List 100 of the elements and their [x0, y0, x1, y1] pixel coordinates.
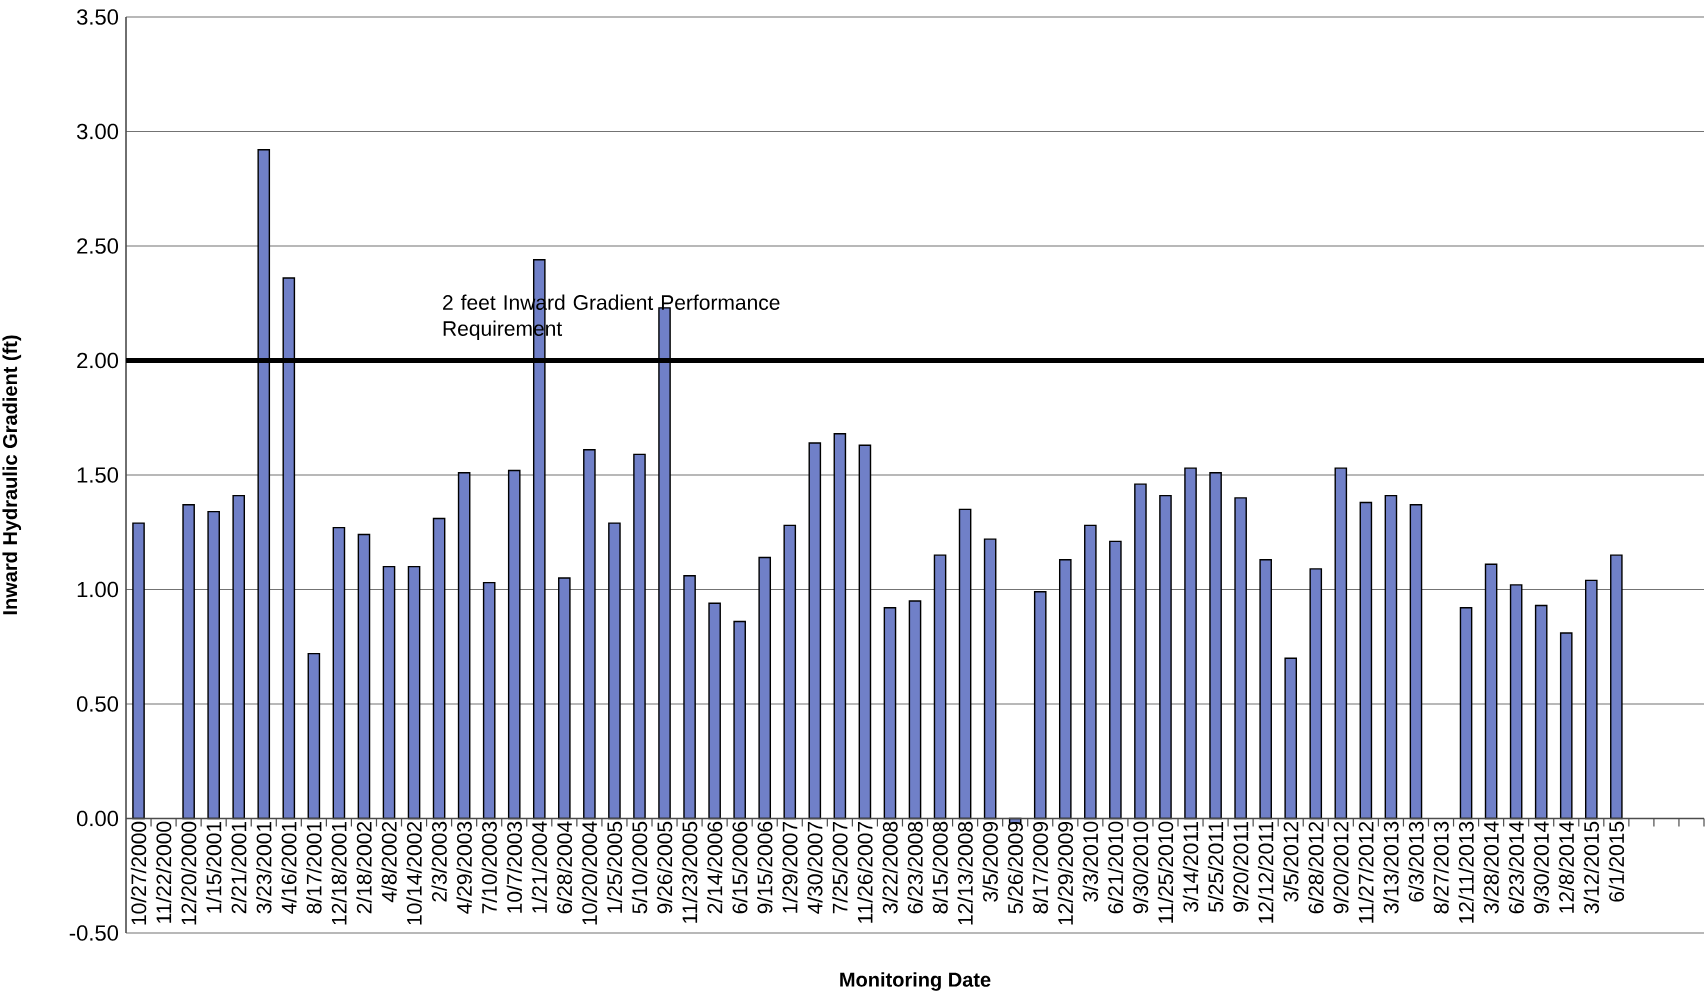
x-tick-label: 2/3/2003 — [431, 821, 447, 902]
x-tick-label: 3/22/2008 — [882, 821, 898, 914]
x-tick-label: 1/25/2005 — [606, 821, 623, 913]
x-tick-label: 11/23/2005 — [681, 821, 698, 923]
x-tick-label: 9/20/2012 — [1333, 821, 1349, 914]
x-tick-label: 10/20/2004 — [581, 821, 598, 925]
x-tick-label: 3/14/2011 — [1182, 821, 1199, 912]
bar — [1259, 559, 1272, 820]
bar — [783, 524, 797, 820]
bar — [307, 652, 321, 820]
x-tick-label: 5/10/2005 — [631, 821, 648, 914]
x-tick-label: 3/28/2014 — [1483, 821, 1499, 914]
bar — [758, 556, 772, 820]
bar — [1534, 604, 1548, 820]
bar — [808, 442, 822, 820]
x-axis-title: Monitoring Date — [840, 972, 991, 991]
x-tick-label: 12/18/2001 — [331, 821, 347, 925]
x-tick-label: 3/13/2013 — [1383, 821, 1399, 914]
x-tick-label: 9/15/2006 — [757, 821, 773, 914]
bar — [1209, 472, 1222, 820]
bar — [933, 554, 947, 820]
x-tick-label: 1/29/2007 — [782, 821, 798, 913]
x-tick-label: 8/15/2008 — [932, 821, 948, 914]
x-tick-label: 6/23/2014 — [1508, 821, 1524, 914]
bar — [983, 538, 997, 820]
bar — [708, 602, 721, 820]
x-tick-label: 9/30/2010 — [1132, 821, 1149, 914]
bar — [332, 526, 346, 820]
bar — [583, 449, 596, 820]
y-tick-label: -0.50 — [69, 925, 119, 941]
x-tick-label: 7/25/2007 — [832, 821, 848, 914]
bar — [232, 494, 246, 820]
bar — [1134, 483, 1147, 820]
x-tick-label: 11/26/2007 — [857, 821, 873, 923]
x-tick-label: 6/15/2006 — [731, 821, 748, 914]
bar — [1459, 607, 1473, 820]
bar — [432, 517, 446, 820]
bar — [457, 472, 471, 820]
y-tick-label: 1.50 — [77, 467, 119, 483]
x-tick-label: 10/27/2000 — [130, 821, 147, 925]
bar — [1334, 467, 1348, 820]
x-tick-label: 8/17/2009 — [1032, 821, 1048, 914]
bar — [507, 469, 521, 820]
x-tick-label: 7/10/2003 — [481, 821, 497, 914]
bar — [633, 453, 646, 820]
bar — [1284, 657, 1298, 820]
x-tick-label: 12/13/2008 — [957, 821, 973, 925]
x-tick-label: 2/14/2006 — [706, 821, 723, 914]
x-tick-label: 8/17/2001 — [306, 821, 322, 914]
x-tick-label: 1/15/2001 — [205, 821, 222, 913]
x-tick-label: 12/12/2011 — [1257, 821, 1274, 923]
x-tick-label: 11/27/2012 — [1358, 821, 1374, 923]
bar — [1033, 591, 1047, 820]
y-tick-label: 0.50 — [76, 696, 119, 712]
x-tick-label: 5/25/2011 — [1207, 821, 1224, 912]
x-tick-label: 6/23/2008 — [907, 821, 923, 914]
x-tick-label: 6/21/2010 — [1107, 821, 1124, 914]
x-tick-label: 9/20/2011 — [1232, 821, 1249, 912]
x-tick-label: 12/8/2014 — [1558, 821, 1574, 913]
y-tick-label: 1.00 — [77, 581, 119, 598]
bar — [1584, 579, 1598, 820]
x-tick-label: 4/16/2001 — [281, 821, 297, 914]
bar — [1509, 584, 1523, 820]
bar — [382, 565, 396, 820]
x-tick-label: 10/14/2002 — [406, 822, 422, 925]
x-tick-label: 9/30/2014 — [1533, 821, 1549, 914]
bar — [1359, 501, 1373, 820]
bar — [182, 504, 195, 820]
bar — [1384, 494, 1398, 820]
x-tick-label: 3/3/2010 — [1082, 821, 1099, 902]
bar — [683, 575, 696, 820]
y-tick-label: 2.00 — [77, 352, 119, 369]
bar — [1159, 494, 1172, 820]
bar — [908, 600, 922, 820]
bar — [357, 533, 371, 820]
x-tick-label: 6/3/2013 — [1408, 821, 1424, 902]
bar — [1184, 467, 1197, 820]
x-tick-label: 3/5/2009 — [982, 821, 998, 902]
x-tick-label: 6/1/2015 — [1608, 821, 1625, 902]
x-tick-label: 12/20/2000 — [180, 821, 197, 925]
x-tick-label: 12/11/2013 — [1458, 821, 1474, 923]
bar — [1559, 632, 1573, 820]
y-tick-label: 2.50 — [77, 238, 119, 254]
bar — [1084, 524, 1097, 820]
bar — [1058, 559, 1072, 820]
bar — [858, 444, 872, 820]
bar — [1309, 568, 1323, 820]
bar — [482, 581, 496, 820]
y-tick-label: 0.00 — [76, 810, 119, 827]
y-tick-label: 3.50 — [76, 9, 119, 25]
x-tick-label: 4/8/2002 — [381, 821, 397, 903]
x-tick-label: 3/5/2012 — [1283, 821, 1299, 902]
x-tick-label: 5/26/2009 — [1007, 821, 1023, 914]
x-tick-label: 4/30/2007 — [807, 821, 823, 914]
bar — [608, 522, 621, 820]
x-tick-label: 6/28/2012 — [1308, 821, 1324, 914]
x-tick-label: 11/25/2010 — [1157, 821, 1174, 923]
x-tick-label: 11/22/2000 — [155, 821, 172, 923]
bar — [132, 522, 145, 820]
x-tick-label: 8/27/2013 — [1433, 821, 1449, 914]
